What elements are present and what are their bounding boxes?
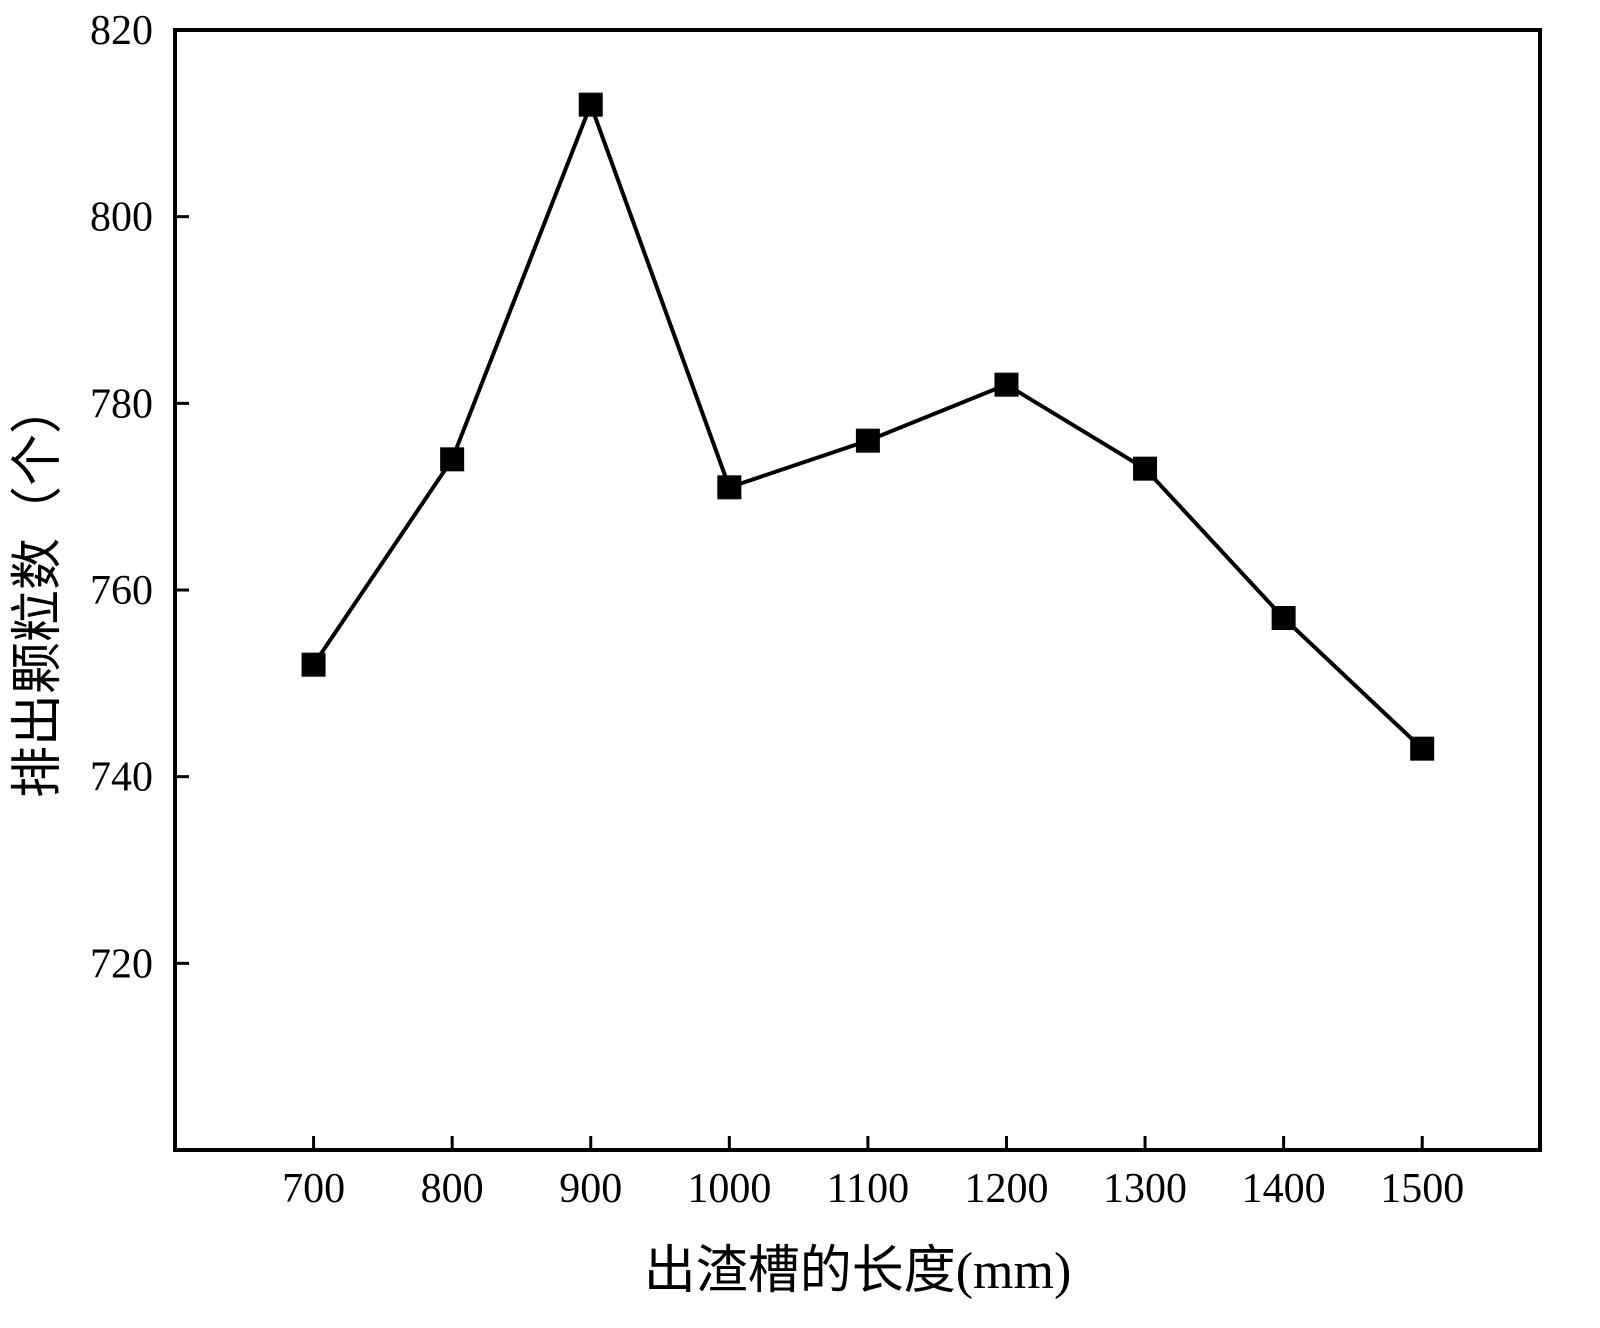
y-axis-title: 排出颗粒数（个） [10, 382, 67, 798]
data-point-marker [301, 652, 326, 677]
y-tick-label: 760 [90, 568, 153, 614]
data-point-marker [578, 92, 603, 117]
x-axis-title: 出渣槽的长度(mm) [644, 1243, 1072, 1300]
data-point-marker [994, 372, 1019, 397]
x-tick-label: 1000 [687, 1166, 771, 1212]
plot-frame [173, 28, 1542, 1152]
x-tick-label: 1100 [827, 1166, 909, 1212]
x-tick-label: 1200 [964, 1166, 1048, 1212]
y-tick-label: 720 [90, 941, 153, 987]
data-point-marker [440, 447, 465, 472]
x-tick-label: 1300 [1103, 1166, 1187, 1212]
y-tick-label: 740 [90, 755, 153, 801]
x-tick-label: 700 [282, 1166, 345, 1212]
x-tick-label: 1500 [1380, 1166, 1464, 1212]
y-tick-label: 820 [90, 8, 153, 54]
data-point-marker [717, 475, 742, 500]
x-tick-label: 800 [421, 1166, 484, 1212]
data-point-marker [1271, 606, 1296, 630]
y-tick-label: 780 [90, 381, 153, 427]
data-point-marker [1410, 736, 1435, 761]
data-line [311, 98, 1424, 751]
y-tick-label: 800 [90, 195, 153, 241]
x-tick-label: 1400 [1242, 1166, 1326, 1212]
data-point-marker [1133, 456, 1158, 481]
data-point-marker [855, 428, 880, 453]
x-tick-label: 900 [559, 1166, 622, 1212]
